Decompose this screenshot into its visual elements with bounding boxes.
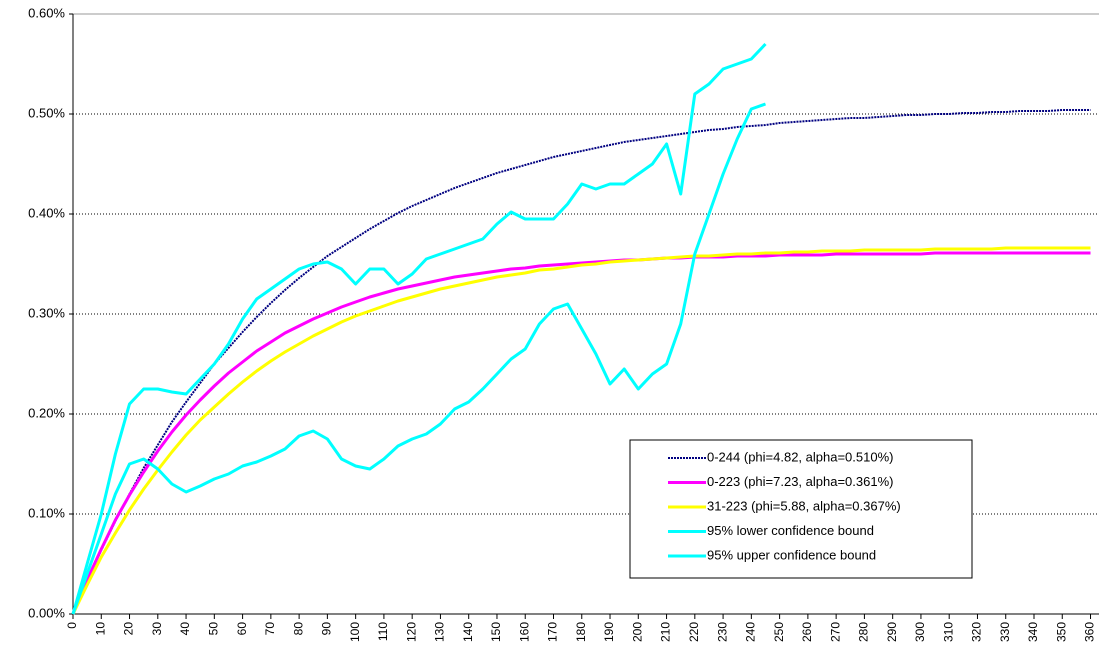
x-tick-label: 230 (715, 622, 729, 642)
x-tick-label: 130 (433, 622, 447, 642)
x-tick-label: 50 (206, 622, 220, 636)
x-tick-label: 80 (291, 622, 305, 636)
x-tick-label: 280 (857, 622, 871, 642)
series-line (71, 251, 1091, 615)
x-tick-label: 220 (687, 622, 701, 642)
y-tick-label: 0.60% (28, 5, 65, 20)
legend-label: 95% lower confidence bound (707, 523, 874, 538)
x-tick-label: 180 (574, 622, 588, 642)
x-tick-label: 260 (800, 622, 814, 642)
x-tick-label: 270 (828, 622, 842, 642)
x-tick-label: 340 (1026, 622, 1040, 642)
x-tick-label: 310 (941, 622, 955, 642)
y-tick-label: 0.40% (28, 205, 65, 220)
series-line (71, 102, 766, 615)
x-tick-label: 90 (320, 622, 334, 636)
y-tick-label: 0.50% (28, 105, 65, 120)
y-tick-label: 0.10% (28, 505, 65, 520)
x-tick-label: 30 (150, 622, 164, 636)
y-tick-label: 0.20% (28, 405, 65, 420)
x-tick-label: 190 (602, 622, 616, 642)
x-tick-label: 150 (489, 622, 503, 642)
x-tick-label: 250 (772, 622, 786, 642)
x-tick-label: 20 (122, 622, 136, 636)
x-tick-label: 360 (1083, 622, 1097, 642)
x-tick-label: 0 (65, 622, 79, 629)
x-tick-label: 100 (348, 622, 362, 642)
x-tick-label: 120 (404, 622, 418, 642)
x-tick-label: 240 (744, 622, 758, 642)
x-tick-label: 10 (93, 622, 107, 636)
y-tick-label: 0.30% (28, 305, 65, 320)
x-tick-label: 200 (630, 622, 644, 642)
x-tick-label: 160 (517, 622, 531, 642)
series-line (71, 246, 1091, 615)
legend-label: 0-244 (phi=4.82, alpha=0.510%) (707, 449, 893, 464)
x-tick-label: 330 (998, 622, 1012, 642)
series-line (71, 42, 767, 615)
x-tick-label: 300 (913, 622, 927, 642)
series-line (72, 109, 1091, 615)
x-tick-label: 170 (546, 622, 560, 642)
x-tick-label: 110 (376, 622, 390, 641)
x-tick-label: 350 (1054, 622, 1068, 642)
x-tick-label: 320 (970, 622, 984, 642)
x-tick-label: 60 (235, 622, 249, 636)
x-tick-label: 140 (461, 622, 475, 642)
x-tick-label: 70 (263, 622, 277, 636)
x-tick-label: 210 (659, 622, 673, 642)
legend-label: 0-223 (phi=7.23, alpha=0.361%) (707, 474, 893, 489)
legend-label: 31-223 (phi=5.88, alpha=0.367%) (707, 498, 901, 513)
y-tick-label: 0.00% (28, 605, 65, 620)
x-tick-label: 290 (885, 622, 899, 642)
legend-label: 95% upper confidence bound (707, 547, 876, 562)
x-tick-label: 40 (178, 622, 192, 636)
